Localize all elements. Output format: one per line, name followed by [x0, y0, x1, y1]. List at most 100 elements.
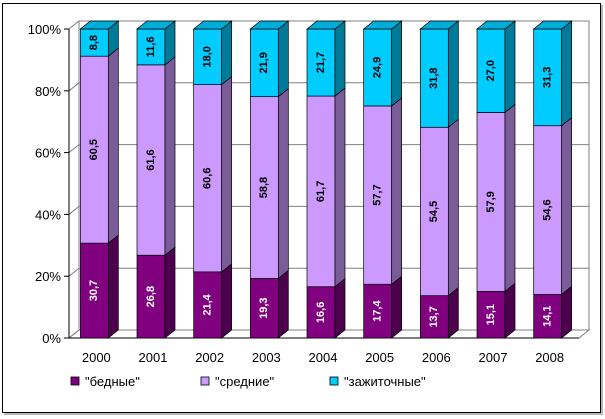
bars	[79, 20, 573, 339]
bar-segment-side	[334, 277, 346, 339]
data-label: 21,4	[202, 293, 214, 315]
data-label: 57,7	[372, 184, 384, 205]
data-label: 13,7	[428, 306, 440, 327]
bar-segment-side	[447, 286, 459, 339]
bar-segment-side	[447, 118, 459, 297]
tick-labels: 0% 20% 40% 60% 80% 100% 2000 2001 2002 2003 2004 20…	[28, 22, 564, 365]
bar-segment-side	[221, 75, 233, 273]
data-label: 21,7	[315, 52, 327, 73]
bar-segment-side	[391, 97, 403, 285]
bar-column-2001	[136, 20, 176, 339]
bar-segment-side	[561, 285, 573, 339]
gridline	[68, 205, 589, 215]
gridline	[68, 144, 589, 153]
bar-segment-side	[164, 246, 176, 339]
bar-segment	[136, 64, 166, 256]
data-label: 11,6	[145, 37, 157, 58]
bar-segment	[306, 28, 336, 97]
bar-segment-side	[164, 56, 176, 256]
data-label: 19,3	[258, 297, 270, 318]
gridline	[68, 82, 589, 92]
bar-segment	[533, 125, 563, 295]
data-label: 21,9	[258, 52, 270, 73]
bar-segment-side	[334, 87, 346, 288]
data-label: 14,1	[542, 306, 554, 327]
legend-swatch	[200, 376, 210, 386]
bar-segment-side	[277, 87, 289, 280]
bar-top	[476, 20, 516, 30]
data-label: 15,1	[485, 304, 497, 325]
x-tick-label: 2000	[82, 350, 111, 365]
stacked-bar-chart: 30,7 60,5 8,8 26,8 61,6 11,6 21,4 60,6 18,0 19,3 5…	[28, 20, 591, 389]
bar-segment-side	[221, 263, 233, 339]
bar-top	[306, 20, 346, 30]
y-tick-label: 80%	[35, 84, 61, 99]
y-tick-label: 100%	[28, 22, 62, 37]
x-tick-label: 2004	[309, 350, 338, 365]
bar-column-2000	[79, 20, 120, 339]
legend-label: "бедные"	[85, 374, 140, 389]
bar-top	[249, 20, 290, 30]
bar-column-2005	[362, 20, 403, 339]
bar-segment	[136, 254, 166, 339]
bar-segment-side	[447, 20, 459, 128]
bar-segment-side	[221, 20, 233, 86]
bar-segment	[419, 28, 449, 128]
bar-column-2003	[249, 20, 290, 339]
bar-segment-side	[504, 20, 516, 114]
bar-segment-side	[107, 47, 119, 244]
bar-top	[532, 20, 573, 30]
data-label: 54,5	[428, 201, 440, 222]
bar-segment	[193, 271, 223, 339]
bar-segment	[363, 28, 393, 107]
bar-segment	[136, 28, 166, 66]
bar-column-2004	[306, 20, 346, 339]
bar-segment-side	[277, 20, 289, 98]
bar-segment	[306, 95, 336, 288]
bar-top	[136, 20, 176, 30]
data-label: 60,6	[202, 168, 214, 189]
bar-top	[419, 20, 460, 30]
bar-column-2002	[192, 20, 233, 339]
data-labels: 30,7 60,5 8,8 26,8 61,6 11,6 21,4 60,6 18,0 19,3 5…	[88, 35, 553, 328]
data-label: 54,6	[542, 199, 554, 220]
bar-segment	[193, 84, 223, 273]
bar-segment	[476, 290, 506, 339]
bar-column-2006	[419, 20, 460, 339]
data-label: 58,8	[258, 177, 270, 198]
data-label: 16,6	[315, 302, 327, 323]
legend-swatch	[329, 376, 339, 386]
bar-segment	[419, 126, 449, 297]
x-tick-label: 2006	[422, 350, 451, 365]
bar-segment-side	[504, 103, 516, 293]
data-label: 27,0	[485, 60, 497, 81]
bar-column-2008	[532, 20, 573, 339]
gridlines	[68, 20, 589, 339]
bar-segment-side	[391, 275, 403, 339]
data-label: 31,3	[542, 67, 554, 88]
legend-item: "средние"	[200, 374, 275, 389]
data-label: 57,9	[485, 191, 497, 212]
y-tick-label: 60%	[35, 146, 61, 161]
x-tick-label: 2005	[365, 350, 394, 365]
data-label: 17,4	[372, 300, 384, 322]
legend: "бедные" "средние" "зажиточные"	[70, 374, 426, 389]
x-tick-label: 2003	[252, 350, 281, 365]
x-tick-label: 2002	[195, 350, 224, 365]
bar-segment	[419, 295, 449, 339]
data-label: 30,7	[88, 280, 100, 301]
chart-frame: 30,7 60,5 8,8 26,8 61,6 11,6 21,4 60,6 18,0 19,3 5…	[2, 3, 601, 413]
gridline	[68, 20, 589, 30]
legend-item: "бедные"	[70, 374, 140, 389]
gridline	[68, 329, 589, 339]
legend-swatch	[70, 376, 80, 386]
bar-segment-side	[561, 116, 573, 296]
bar-segment	[363, 283, 393, 339]
bar-column-2007	[476, 20, 516, 339]
bar-segment	[533, 28, 563, 127]
data-label: 31,8	[428, 67, 440, 88]
data-label: 24,9	[372, 57, 384, 78]
x-tick-label: 2001	[139, 350, 168, 365]
data-label: 61,7	[315, 181, 327, 202]
gridline	[68, 267, 589, 277]
